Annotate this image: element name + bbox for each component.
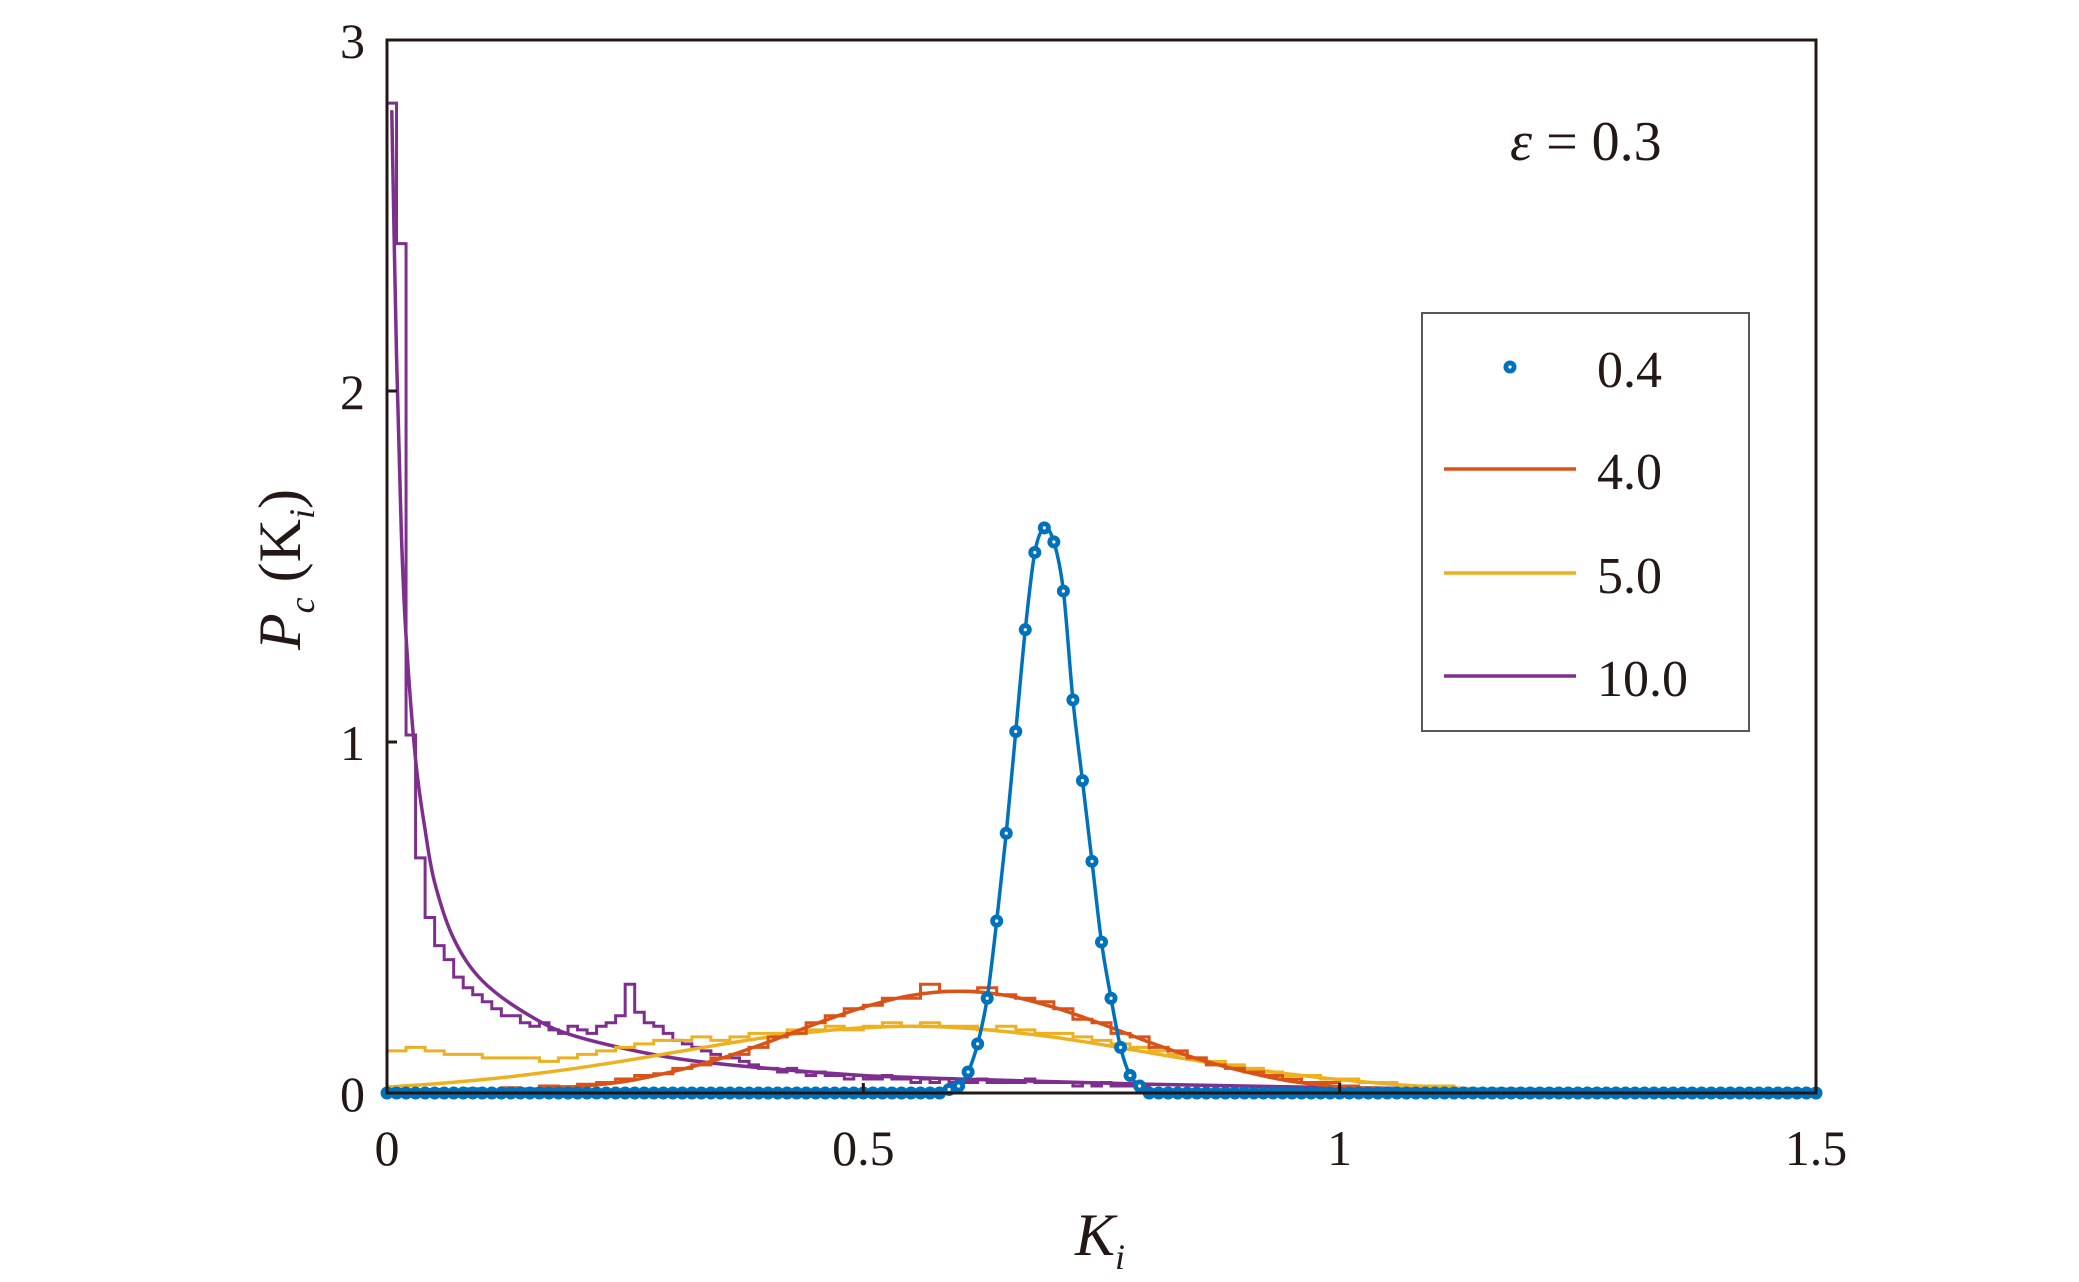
histogram-10-0: [385, 101, 1151, 1093]
y-axis-label-sub2: i: [282, 509, 322, 519]
annotation-symbol: ε: [1510, 111, 1533, 173]
data-point-center: [1080, 779, 1085, 783]
data-point-center: [1138, 1084, 1142, 1088]
plot-frame: [385, 38, 1818, 1095]
y-tick-label: 3: [340, 13, 365, 69]
data-point-center: [957, 1084, 961, 1088]
legend: 0.4 4.0 5.0 10.0: [1421, 312, 1750, 732]
data-point-center: [1052, 540, 1056, 544]
data-point-center: [947, 1087, 951, 1092]
y-axis-label-open: (K: [247, 519, 313, 597]
legend-item-5-0: 5.0: [1444, 548, 1662, 605]
histogram-4-0: [385, 982, 1532, 1094]
legend-item-10-0: 10.0: [1444, 651, 1688, 708]
y-tick-label: 0: [340, 1066, 365, 1122]
y-axis-label: Pc (Ki): [247, 489, 322, 651]
x-axis-label-sub: i: [1115, 1237, 1125, 1277]
annotation-epsilon: ε = 0.3: [1510, 111, 1662, 173]
annotation-value: = 0.3: [1532, 111, 1662, 173]
data-point-center: [985, 996, 989, 1000]
data-point-center: [1014, 729, 1018, 734]
y-tick-label: 1: [340, 715, 365, 771]
x-tick-label: 0.5: [832, 1120, 895, 1176]
data-point-center: [1023, 628, 1027, 632]
x-tick-label: 1: [1327, 1120, 1352, 1176]
data-point-center: [1033, 550, 1037, 555]
legend-marker-center: [1508, 365, 1512, 369]
y-axis-label-main: P: [247, 613, 313, 651]
data-point-center: [976, 1042, 980, 1046]
x-tick-label: 0: [375, 1120, 400, 1176]
data-point-center: [966, 1070, 970, 1074]
data-point-center: [1090, 859, 1094, 863]
legend-item-4-0: 4.0: [1444, 444, 1662, 501]
legend-label: 10.0: [1597, 651, 1688, 708]
data-point-center: [1099, 940, 1104, 944]
x-axis-label: Ki: [1074, 1202, 1125, 1277]
legend-label: 5.0: [1597, 548, 1662, 605]
data-point-center: [1004, 831, 1008, 835]
data-point-center: [1042, 526, 1046, 530]
legend-box: [1421, 312, 1750, 732]
ticks-layer: 0 0.5 1 1.5 0 1 2 3: [340, 13, 1847, 1176]
y-axis-label-close: ): [247, 489, 313, 509]
data-point-center: [1061, 589, 1065, 593]
legend-item-0-4: 0.4: [1503, 342, 1662, 399]
legend-label: 0.4: [1597, 342, 1662, 399]
data-point-center: [995, 919, 999, 923]
y-axis-label-sub1: c: [282, 597, 322, 613]
y-tick-label: 2: [340, 364, 365, 420]
data-point-center: [1071, 698, 1075, 702]
legend-items: 0.4 4.0 5.0 10.0: [1444, 342, 1688, 708]
legend-label: 4.0: [1597, 444, 1662, 501]
data-point-center: [1109, 996, 1113, 1000]
data-point-center: [1118, 1045, 1123, 1049]
data-point-center: [1128, 1073, 1132, 1078]
x-tick-label: 1.5: [1785, 1120, 1848, 1176]
x-axis-label-main: K: [1074, 1202, 1118, 1268]
series-4-0: [385, 982, 1817, 1095]
